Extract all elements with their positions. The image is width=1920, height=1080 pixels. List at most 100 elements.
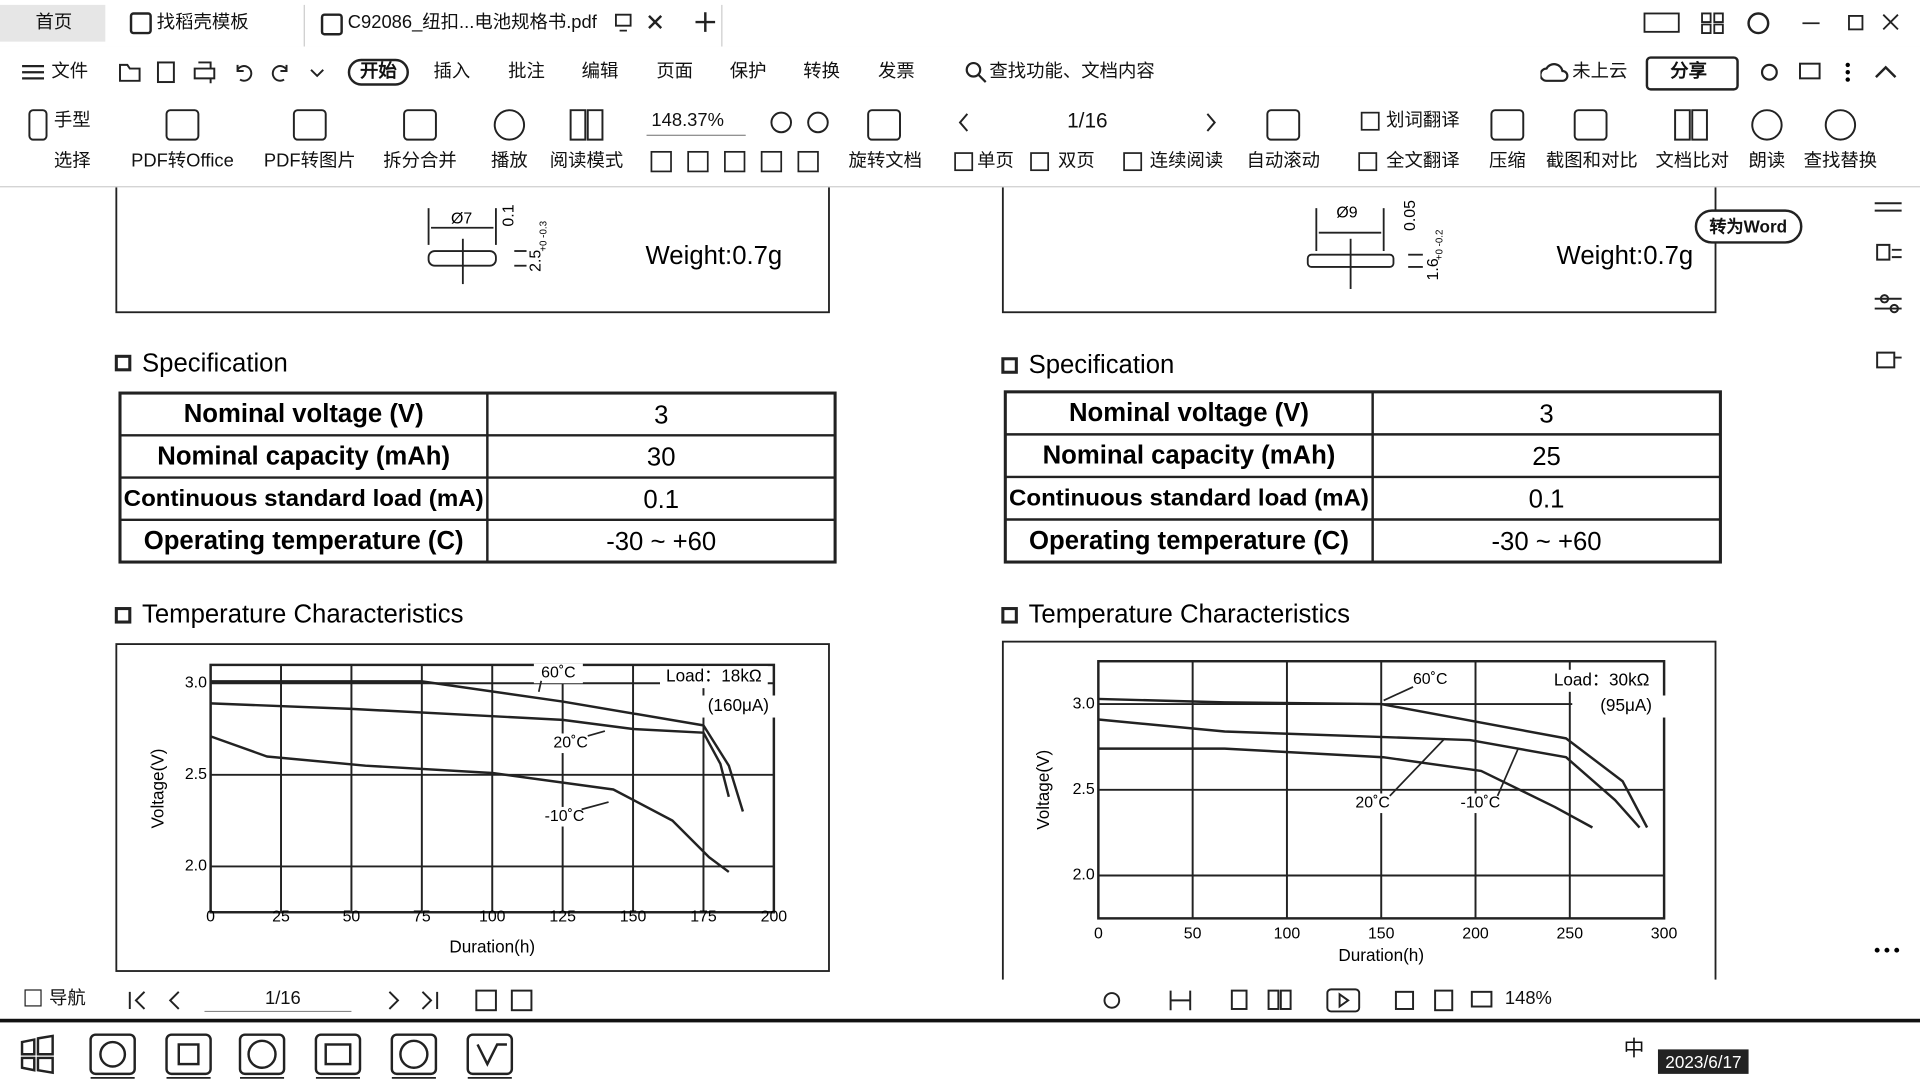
menu-item[interactable]: 保护: [729, 61, 767, 83]
tab[interactable]: 首页: [35, 12, 73, 34]
tool[interactable]: 查找替换: [1803, 150, 1878, 172]
spec-label: Nominal capacity (mAh): [1043, 442, 1336, 470]
spec-value: 0.1: [1529, 485, 1565, 513]
tool[interactable]: 文档比对: [1655, 150, 1729, 172]
share-label[interactable]: 分享: [1670, 61, 1707, 83]
menu-item[interactable]: 编辑: [581, 61, 619, 83]
shape: [1875, 65, 1897, 79]
menu-item-active[interactable]: 开始: [347, 58, 409, 86]
dimension: 2.5: [528, 250, 545, 272]
series-line: [1098, 747, 1594, 829]
tool[interactable]: 压缩: [1488, 150, 1526, 172]
quick-access[interactable]: [118, 60, 326, 84]
tool[interactable]: 阅读模式: [549, 150, 624, 172]
shape: [1279, 989, 1292, 1010]
x-tick-label: 25: [272, 908, 290, 925]
tool[interactable]: 单页: [977, 150, 1014, 172]
nav-label[interactable]: 导航: [48, 988, 86, 1009]
menu-item[interactable]: 转换: [803, 61, 841, 83]
convert-word-button[interactable]: 转为Word: [1694, 209, 1802, 244]
y-axis-label: Voltage(V): [148, 749, 168, 829]
menu-item[interactable]: 文件: [51, 61, 89, 83]
menu-icon[interactable]: [22, 64, 45, 81]
tool[interactable]: 连续阅读: [1149, 150, 1224, 172]
annotation: (95μA): [1600, 695, 1652, 715]
tool-icon: [165, 109, 200, 141]
spec-value: 0.1: [643, 486, 679, 514]
tab[interactable]: 找稻壳模板: [156, 12, 249, 34]
search-icon[interactable]: [965, 61, 987, 83]
tool-icon: [28, 109, 48, 141]
tab[interactable]: C92086_纽扣...电池规格书.pdf: [347, 12, 597, 34]
tool-icon: [1030, 152, 1050, 172]
zoom-level[interactable]: 148%: [1504, 988, 1552, 1009]
taskbar: 中 2023/6/17: [0, 1022, 1920, 1080]
shape: [399, 1039, 429, 1069]
tool[interactable]: 手型: [53, 110, 91, 132]
tab-home[interactable]: [0, 4, 106, 42]
spec-label: Nominal capacity (mAh): [157, 442, 450, 470]
shape: [1643, 12, 1680, 33]
page-number[interactable]: 1/16: [264, 988, 301, 1009]
tool-icon: [760, 150, 783, 173]
spec-label: Continuous standard load (mA): [1009, 485, 1369, 511]
tool[interactable]: 旋转文档: [848, 150, 923, 172]
shape: [1470, 990, 1493, 1008]
right-rail: [1874, 202, 1902, 953]
tool[interactable]: 朗读: [1748, 150, 1786, 172]
status-bar: 导航 1/16 148%: [0, 979, 1920, 1023]
shape: [1001, 607, 1018, 624]
taskbar-apps[interactable]: [17, 1030, 544, 1079]
shape: [1103, 992, 1121, 1009]
tool[interactable]: 全文翻译: [1386, 150, 1460, 172]
tool[interactable]: 截图和对比: [1545, 150, 1638, 172]
zoom-box[interactable]: 148.37%: [646, 108, 746, 136]
clock-date[interactable]: 2023/6/17: [1657, 1049, 1749, 1074]
dimension: 0.1: [501, 204, 518, 226]
shape: [128, 991, 439, 1010]
tool[interactable]: 选择: [53, 150, 91, 172]
spec-value: 30: [647, 444, 676, 472]
section-title: Temperature Characteristics: [142, 601, 463, 629]
tool-icon: [1360, 111, 1380, 131]
tool-icon: [493, 109, 526, 141]
shape: [1894, 947, 1900, 953]
label-bg: [660, 666, 768, 689]
search-box[interactable]: 查找功能、文档内容: [989, 61, 1155, 83]
tool[interactable]: 双页: [1057, 150, 1095, 172]
tool[interactable]: 播放: [491, 150, 528, 172]
x-tick-label: 175: [690, 908, 717, 925]
tab-controls[interactable]: [612, 10, 722, 37]
page-nav[interactable]: [125, 987, 541, 1014]
leader-line: [537, 680, 543, 693]
cloud-icon[interactable]: [1540, 61, 1569, 83]
tool[interactable]: 划词翻译: [1386, 110, 1460, 132]
tool[interactable]: PDF转Office: [131, 150, 234, 172]
annotation: (160μA): [708, 695, 769, 715]
tool[interactable]: 自动滚动: [1246, 150, 1321, 172]
cloud-status[interactable]: 未上云: [1572, 61, 1628, 83]
shape: Nominal voltage (V) 3 Nominal capacity (mA…: [118, 390, 1722, 564]
view-controls[interactable]: [1097, 986, 1501, 1015]
series-line: [1098, 697, 1649, 829]
shape: [119, 61, 324, 84]
menu-item[interactable]: 发票: [877, 61, 915, 83]
tool[interactable]: 拆分合并: [383, 150, 457, 172]
share-button[interactable]: [1645, 56, 1739, 91]
menu-item[interactable]: 批注: [508, 61, 545, 83]
page-indicator[interactable]: 1/16: [1067, 108, 1108, 133]
menu-item[interactable]: 插入: [433, 61, 471, 83]
shape: [1434, 989, 1454, 1012]
ime-indicator[interactable]: 中: [1623, 1037, 1645, 1061]
spec-label: Operating temperature (C): [144, 527, 464, 555]
menu-item[interactable]: 页面: [656, 61, 694, 83]
window-controls[interactable]: [1641, 7, 1910, 39]
spec-value: -30 ~ +60: [606, 528, 716, 556]
nav-icon[interactable]: [24, 989, 42, 1007]
series-label: 60˚C: [541, 665, 575, 682]
menu-right-icons[interactable]: [1756, 59, 1903, 86]
series-line: [210, 702, 731, 798]
tool[interactable]: PDF转图片: [263, 150, 356, 172]
shape: [1001, 357, 1018, 374]
